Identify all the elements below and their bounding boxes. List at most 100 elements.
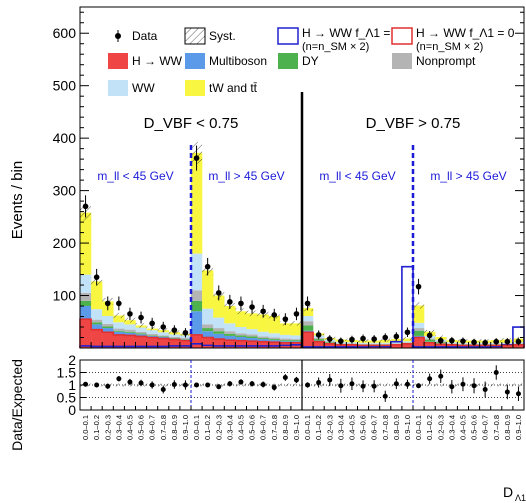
bar-2-2	[102, 326, 114, 329]
bar-2-31	[424, 339, 436, 342]
data-point-18	[282, 316, 289, 322]
x-tick-label: 0.3–0.4	[447, 415, 456, 440]
syst-band-3	[113, 312, 125, 319]
ratio-point-16	[260, 382, 266, 387]
bar-0-31	[424, 342, 436, 348]
bar-5-14	[235, 311, 247, 328]
x-tick-label: 0.5–0.6	[470, 415, 479, 440]
bar-2-14	[235, 335, 247, 337]
legend-swatch	[185, 53, 205, 69]
region-label-mll: m_ll > 45 GeV	[208, 169, 284, 183]
y-tick-label: 100	[53, 288, 77, 304]
data-point-38	[504, 338, 511, 345]
bar-4-20	[302, 315, 314, 322]
x-tick-label: 0.4–0.5	[458, 415, 467, 440]
bar-5-12	[213, 295, 225, 318]
bar-2-1	[91, 322, 103, 325]
ratio-point-31	[427, 376, 433, 382]
bar-1-10	[191, 311, 203, 335]
x-tick-label: 0.4–0.5	[125, 415, 134, 440]
ratio-syst-band	[512, 383, 524, 387]
bar-2-7	[157, 336, 169, 337]
x-tick-label: 0.2–0.3	[103, 415, 112, 440]
data-point-13	[227, 299, 233, 305]
legend: Data Syst. H → WW f_Λ1 = 1(n=n_SM × 2)H → …	[108, 26, 515, 96]
x-tick-label: 0.0–0.1	[303, 415, 312, 440]
legend-swatch	[108, 53, 128, 69]
bar-3-3	[113, 328, 125, 331]
bar-1-4	[124, 332, 136, 336]
bar-4-14	[235, 327, 247, 334]
bar-4-3	[113, 322, 125, 329]
bar-4-29	[401, 341, 414, 343]
bar-2-12	[213, 331, 225, 334]
legend-swatch	[391, 27, 413, 45]
bar-3-17	[268, 337, 280, 340]
bar-1-17	[268, 340, 280, 343]
region-label-mll: m_ll < 45 GeV	[319, 169, 395, 183]
x-tick-label: 0.6–0.7	[481, 415, 490, 440]
data-point-20	[304, 300, 311, 307]
y-tick-label: 200	[53, 235, 77, 251]
data-point-0	[82, 203, 89, 210]
ratio-point-32	[438, 373, 444, 379]
bar-2-9	[179, 339, 192, 340]
data-point-6	[149, 320, 155, 327]
y-tick-label: 400	[53, 130, 77, 146]
legend-label: Data	[132, 29, 158, 43]
bar-3-12	[213, 328, 225, 332]
ratio-point-5	[138, 380, 144, 386]
bar-0-7	[157, 338, 169, 348]
ratio-syst-band	[435, 383, 447, 387]
bar-5-11	[202, 270, 214, 309]
ratio-y-tick-label: 1.5	[57, 365, 77, 381]
bar-5-3	[113, 315, 125, 323]
legend-syst-swatch	[184, 27, 206, 45]
y-axis-label: Events / bin	[9, 161, 26, 239]
ratio-point-8	[171, 382, 177, 387]
bar-3-27	[379, 343, 391, 345]
ratio-point-0	[83, 381, 89, 387]
data-point-29	[404, 329, 411, 336]
ratio-point-33	[449, 384, 455, 390]
data-point-30	[415, 283, 422, 290]
bar-2-16	[257, 338, 269, 340]
x-tick-label: 0.5–0.6	[248, 415, 257, 440]
syst-band-5	[135, 323, 147, 328]
bar-0-8	[168, 339, 181, 348]
data-point-32	[437, 337, 444, 344]
bar-4-7	[157, 332, 169, 336]
legend-label: tW and tt̄	[209, 81, 258, 95]
data-point-39	[515, 338, 522, 345]
data-point-15	[249, 304, 255, 310]
ratio-y-tick-label: 0	[68, 402, 76, 418]
bar-0-2	[102, 332, 114, 348]
ratio-point-15	[249, 381, 255, 387]
bar-5-17	[268, 315, 280, 334]
bar-1-0	[80, 306, 92, 320]
bar-1-15	[246, 338, 258, 342]
x-tick-label: 0.7–0.8	[492, 415, 501, 440]
bar-3-11	[202, 324, 214, 329]
region-label-mll: m_ll > 45 GeV	[430, 169, 506, 183]
bar-0-14	[235, 340, 247, 348]
ratio-point-11	[205, 382, 211, 388]
bar-2-3	[113, 330, 125, 332]
data-point-36	[482, 339, 488, 346]
ratio-y-axis-label: Data/Expected	[9, 359, 25, 451]
x-tick-label: 0.3–0.4	[114, 415, 123, 440]
bar-2-13	[224, 333, 236, 336]
bar-2-8	[168, 338, 181, 339]
legend-swatch	[108, 80, 128, 96]
data-point-9	[182, 329, 189, 336]
data-point-22	[326, 336, 333, 342]
ratio-syst-band	[424, 383, 436, 387]
bar-4-19	[290, 335, 303, 340]
ratio-point-20	[305, 382, 311, 388]
x-tick-label: 0.7–0.8	[159, 415, 168, 440]
bar-1-16	[257, 339, 269, 342]
bar-5-20	[302, 308, 314, 316]
x-tick-label: 0.8–0.9	[281, 415, 290, 440]
x-tick-label: 0.4–0.5	[236, 415, 245, 440]
bar-3-15	[246, 334, 258, 337]
